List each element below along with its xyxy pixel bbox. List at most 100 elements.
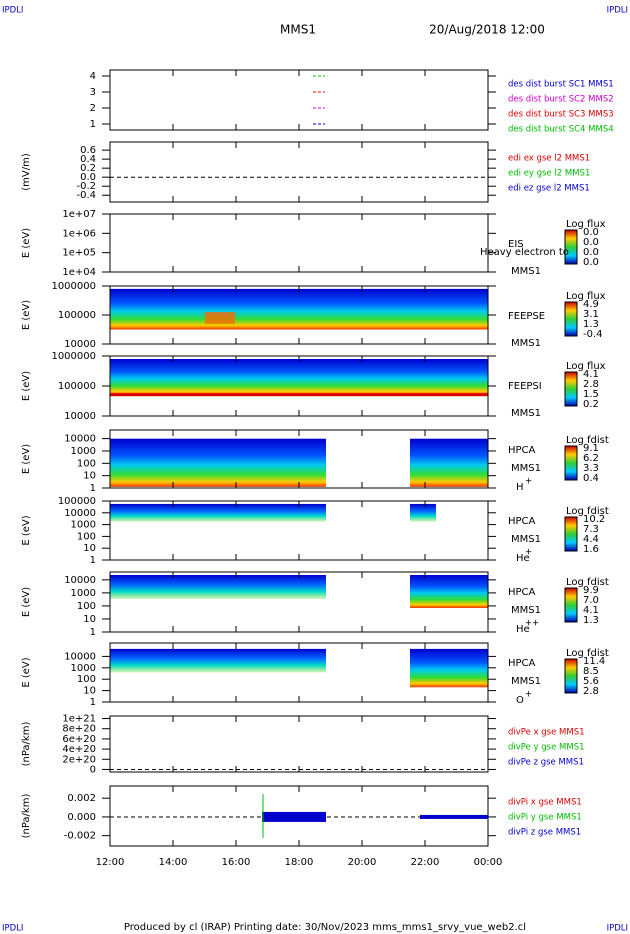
y-tick-label: 0.6: [80, 145, 96, 156]
y-axis-label: (nPa/km): [21, 722, 32, 767]
y-tick-label: 0.4: [80, 154, 96, 165]
footer: Produced by cl (IRAP) Printing date: 30/…: [124, 922, 526, 933]
y-tick-label: 10000: [64, 339, 96, 350]
colorbar-tick-label: 0.0: [583, 257, 599, 268]
colorbar-tick-label: 8.5: [583, 666, 599, 677]
y-tick-label: 100: [77, 458, 96, 469]
legend-entry: des dist burst SC2 MMS2: [508, 95, 614, 105]
x-tick-label: 00:00: [474, 857, 503, 868]
y-tick-label: -0.002: [64, 831, 96, 842]
colorbar-tick-label: 1.6: [583, 544, 599, 555]
title: MMS1: [280, 23, 316, 37]
y-tick-label: -0.2: [76, 181, 96, 192]
y-tick-label: 6e+20: [62, 734, 96, 745]
instrument: EIS: [508, 239, 524, 250]
y-tick-label: 3: [90, 87, 96, 98]
note: Heavy electron to: [480, 247, 569, 258]
legend-entry: edi ex gse l2 MMS1: [508, 154, 590, 164]
y-tick-label: 1000000: [51, 351, 96, 362]
header-right: IPDLI: [607, 6, 628, 16]
footer-left: IPDLI: [2, 924, 23, 934]
colorbar-tick-label: 3.1: [583, 309, 599, 320]
y-tick-label: 1e+04: [62, 267, 96, 278]
y-tick-label: 1000: [71, 588, 96, 599]
legend-entry: edi ez gse l2 MMS1: [508, 184, 590, 194]
ion-band: [110, 393, 488, 397]
y-tick-label: 100000: [58, 496, 96, 507]
header-left: IPDLI: [2, 6, 23, 16]
y-tick-label: 10000: [64, 651, 96, 662]
ion: H: [516, 482, 524, 493]
y-tick-label: 1e+21: [62, 714, 96, 725]
y-tick-label: 1: [90, 627, 96, 638]
legend-entry: divPi x gse MMS1: [508, 798, 582, 808]
y-tick-label: 1e+07: [62, 209, 96, 220]
spacecraft: MMS1: [511, 266, 541, 277]
panel-frame: [109, 213, 489, 273]
y-tick-label: 1000: [71, 446, 96, 457]
spacecraft: MMS1: [511, 605, 541, 616]
y-tick-label: 1: [90, 483, 96, 494]
y-tick-label: 10000: [64, 508, 96, 519]
legend-entry: des dist burst SC1 MMS1: [508, 80, 614, 90]
y-tick-label: 2: [90, 103, 96, 114]
colorbar-title: Log fdist: [566, 506, 609, 517]
spectrogram-fill: [410, 503, 436, 522]
colorbar: [564, 371, 578, 407]
panel-frame: [109, 715, 489, 773]
colorbar-tick-label: 0.0: [583, 237, 599, 248]
spectrogram-fill: [410, 648, 488, 688]
ion-charge: +: [525, 477, 532, 487]
ion-charge: +: [525, 690, 532, 700]
y-tick-label: 0.000: [67, 812, 96, 823]
panel-frame: [109, 69, 489, 131]
y-tick-label: 4e+20: [62, 744, 96, 755]
y-tick-label: 10: [83, 471, 96, 482]
legend-entry: divPe y gse MMS1: [508, 743, 585, 753]
colorbar-title: Log fdist: [566, 577, 609, 588]
spectrogram-fill: [110, 575, 326, 599]
ion: He: [516, 553, 530, 564]
spacecraft: MMS1: [511, 338, 541, 349]
y-tick-label: 1e+06: [62, 228, 96, 239]
colorbar-tick-label: 4.1: [583, 605, 599, 616]
colorbar-tick-label: 0.4: [583, 473, 599, 484]
y-tick-label: 4: [90, 71, 96, 82]
colorbar-tick-label: 10.2: [583, 514, 605, 525]
x-tick-label: 22:00: [411, 857, 440, 868]
instrument: HPCA: [508, 516, 536, 527]
y-tick-label: 100: [77, 674, 96, 685]
y-axis-label: E (eV): [21, 228, 32, 258]
footer-right: IPDLI: [607, 924, 628, 934]
ion-charge: +: [525, 548, 532, 558]
x-tick-label: 14:00: [159, 857, 188, 868]
y-tick-label: 1: [90, 555, 96, 566]
y-tick-label: 1000: [71, 663, 96, 674]
colorbar-tick-label: 6.2: [583, 453, 599, 464]
colorbar-tick-label: 0.2: [583, 399, 599, 410]
y-tick-label: 0.002: [67, 793, 96, 804]
spectrogram-fill: [410, 575, 488, 608]
legend-entry: divPe x gse MMS1: [508, 728, 585, 738]
y-tick-label: 100000: [58, 381, 96, 392]
colorbar-tick-label: 1.3: [583, 615, 599, 626]
y-tick-label: 10000: [64, 434, 96, 445]
y-tick-label: 10: [83, 686, 96, 697]
colorbar-tick-label: 0.0: [583, 247, 599, 258]
colorbar-tick-label: 1.5: [583, 389, 599, 400]
y-tick-label: 10: [83, 543, 96, 554]
colorbar-tick-label: 11.4: [583, 656, 605, 667]
y-axis-label: E (eV): [21, 444, 32, 474]
y-tick-label: 1000: [71, 520, 96, 531]
colorbar-tick-label: 1.3: [583, 319, 599, 330]
colorbar-title: Log flux: [566, 291, 606, 302]
instrument: FEEPSE: [508, 311, 545, 322]
colorbar-tick-label: 4.4: [583, 534, 599, 545]
y-tick-label: 0: [90, 764, 96, 775]
colorbar-title: Log fdist: [566, 648, 609, 659]
y-tick-label: 2e+20: [62, 754, 96, 765]
ion: O: [516, 695, 524, 706]
y-tick-label: 0.2: [80, 163, 96, 174]
colorbar-tick-label: 5.6: [583, 676, 599, 687]
spectrogram-fill: [110, 503, 326, 522]
